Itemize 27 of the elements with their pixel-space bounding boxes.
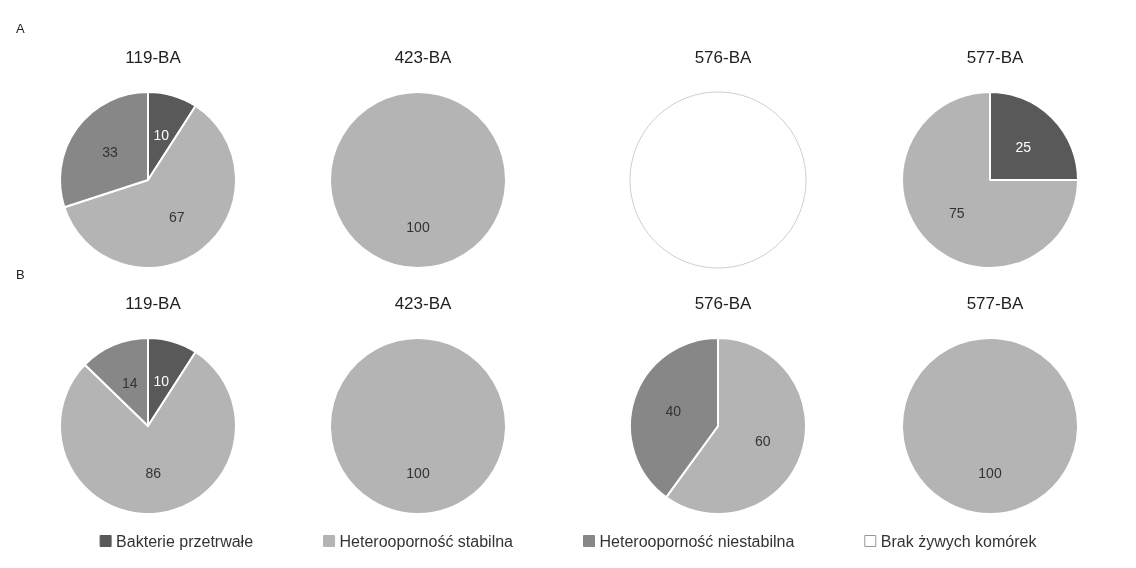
chart-title: 119-BA	[125, 48, 182, 67]
data-label: 14	[121, 374, 138, 391]
data-label: 86	[145, 464, 162, 481]
chart-title: 577-BA	[966, 294, 1025, 313]
chart-title: 423-BA	[394, 294, 453, 313]
legend-label: Heterooporność niestabilna	[599, 532, 795, 550]
chart-title: 577-BA	[966, 48, 1025, 67]
data-label: 67	[168, 209, 185, 226]
chart-title: 423-BA	[394, 48, 453, 67]
legend-label: Heterooporność stabilna	[339, 532, 514, 550]
chart-title: 576-BA	[694, 294, 753, 313]
data-label: 60	[754, 432, 771, 449]
data-label: 100	[406, 465, 430, 481]
data-label: 25	[1015, 138, 1032, 155]
chart-title: 576-BA	[694, 48, 753, 67]
data-label: 10	[153, 126, 170, 143]
text: B	[16, 267, 25, 282]
data-label: 100	[978, 465, 1002, 481]
legend-label: Brak żywych komórek	[880, 532, 1038, 550]
data-label: 100	[406, 219, 430, 235]
data-label: 40	[665, 403, 682, 420]
chart-title: 119-BA	[125, 294, 182, 313]
data-label: 33	[102, 144, 118, 161]
text: A	[16, 21, 25, 36]
data-label: 10	[153, 372, 170, 389]
data-label: 75	[948, 205, 965, 222]
legend-label: Bakterie przetrwałe	[116, 532, 254, 550]
